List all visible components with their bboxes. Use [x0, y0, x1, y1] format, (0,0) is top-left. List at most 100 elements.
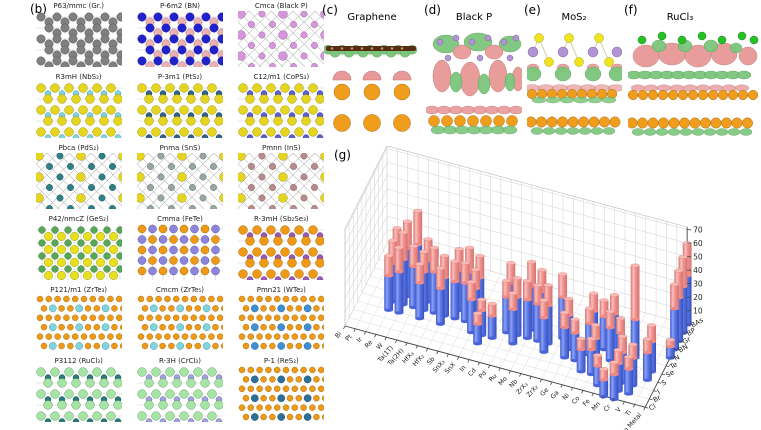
svg-text:50: 50	[693, 252, 703, 261]
structure-cell: R-3H (CrCl₃)	[129, 357, 230, 428]
panel-c-art	[324, 44, 418, 132]
svg-text:In: In	[458, 364, 467, 373]
structure-title: P3112 (RuCl₃)	[54, 357, 103, 365]
structure-thumb	[136, 224, 223, 280]
svg-text:Cl: Cl	[648, 402, 658, 412]
svg-text:BAs: BAs	[690, 316, 706, 330]
structure-title: Pmn21 (WTe₂)	[256, 286, 306, 294]
svg-text:Bi: Bi	[334, 330, 343, 339]
structure-title: Cmcm (ZrTe₅)	[156, 286, 204, 294]
svg-text:20: 20	[693, 293, 703, 302]
panel-c-title: Graphene	[347, 12, 397, 23]
panel-d-title: Black P	[455, 12, 493, 23]
structure-title: Pmnn (InS)	[262, 144, 301, 152]
structure-title: R3mH (NbS₂)	[55, 73, 102, 81]
svg-text:Nb: Nb	[508, 378, 519, 389]
structure-cell: P121/m1 (ZrTe₃)	[28, 286, 129, 357]
svg-text:Cr: Cr	[603, 403, 613, 413]
structure-title: Pbca (PdS₂)	[58, 144, 99, 152]
panel-f-label: (f)	[624, 3, 638, 17]
structure-thumb	[136, 83, 223, 138]
structure-cell: P3112 (RuCl₃)	[28, 357, 129, 428]
structure-cell: Cmma (FeTe)	[129, 215, 230, 286]
structure-cell: P-3m1 (PtS₂)	[129, 73, 230, 144]
structure-thumb	[35, 153, 122, 209]
structure-thumb	[136, 12, 223, 67]
structure-cell: Cmca (Black P)	[231, 2, 332, 73]
svg-text:Re: Re	[364, 339, 375, 350]
svg-text:Fe: Fe	[582, 398, 592, 408]
structure-grid: P63/mmc (Gr.) P-6m2 (BN) Cmca (Black P) R3m…	[28, 2, 332, 428]
structure-cell: R3mH (NbS₂)	[28, 73, 129, 144]
panel-c-label: (c)	[322, 3, 338, 17]
structure-thumb	[35, 224, 122, 280]
structure-title: C12/m1 (CoPS₃)	[253, 73, 310, 81]
svg-text:70: 70	[693, 225, 703, 234]
svg-text:Pt: Pt	[344, 333, 354, 343]
structure-thumb	[238, 11, 325, 67]
svg-text:Ir: Ir	[356, 336, 364, 344]
structure-title: P121/m1 (ZrTe₃)	[50, 286, 108, 294]
svg-text:Sb: Sb	[426, 356, 437, 367]
svg-text:BP: BP	[685, 327, 697, 338]
structure-thumb	[136, 367, 223, 422]
svg-text:Ga: Ga	[550, 389, 561, 400]
svg-text:Mo: Mo	[497, 375, 509, 387]
svg-text:Cd: Cd	[467, 367, 478, 378]
svg-text:60: 60	[693, 239, 703, 248]
svg-text:Br: Br	[652, 393, 663, 404]
svg-text:V: V	[615, 406, 624, 414]
svg-text:Ni: Ni	[561, 392, 571, 402]
svg-text:Ge: Ge	[539, 387, 550, 398]
bars-group	[384, 208, 692, 402]
structure-thumb	[35, 367, 122, 422]
structure-thumb	[239, 366, 325, 421]
svg-text:40: 40	[693, 266, 703, 275]
structure-title: Pnma (SnS)	[159, 144, 201, 152]
svg-text:Pd: Pd	[478, 370, 488, 380]
structure-title: P-3m1 (PtS₂)	[157, 73, 203, 81]
structure-title: Cmca (Black P)	[254, 2, 308, 10]
structure-cell: P42/nmcZ (GeS₂)	[28, 215, 129, 286]
structure-cell: Cmcm (ZrTe₅)	[129, 286, 230, 357]
panel-d-label: (d)	[424, 3, 441, 17]
structure-title: P-1 (ReS₂)	[263, 357, 299, 365]
structure-title: P-6m2 (BN)	[159, 2, 201, 10]
panel-d-art	[426, 32, 522, 135]
structure-cell: Pnma (SnS)	[129, 144, 230, 215]
structure-thumb	[137, 295, 223, 350]
svg-text:30: 30	[693, 279, 703, 288]
svg-text:S: S	[660, 379, 668, 388]
structure-title: P63/mmc (Gr.)	[53, 2, 104, 10]
structure-thumb	[239, 295, 325, 350]
panel-e-title: MoS₂	[561, 12, 587, 23]
panel-e-label: (e)	[524, 3, 541, 17]
svg-text:BN: BN	[677, 343, 689, 355]
structure-thumb	[136, 153, 223, 209]
svg-text:10: 10	[693, 306, 703, 315]
structure-title: Cmma (FeTe)	[157, 215, 203, 223]
structure-cell: Pmn21 (WTe₂)	[231, 286, 332, 357]
structure-cell: P-1 (ReS₂)	[231, 357, 332, 428]
structure-thumb	[35, 83, 122, 138]
structure-thumb	[238, 225, 325, 280]
svg-text:Te: Te	[668, 361, 679, 372]
svg-text:N: N	[673, 353, 681, 362]
structure-thumb	[36, 295, 122, 350]
structure-cell: Pmnn (InS)	[231, 144, 332, 215]
structure-title: R-3H (CrCl₃)	[159, 357, 201, 365]
panel-e-art	[527, 33, 622, 135]
svg-text:Gr: Gr	[681, 335, 692, 346]
structure-cell: P-6m2 (BN)	[129, 2, 230, 73]
structure-cell: Pbca (PdS₂)	[28, 144, 129, 215]
panel-f-art	[628, 31, 759, 136]
structure-cell: C12/m1 (CoPS₃)	[231, 73, 332, 144]
svg-text:Co: Co	[571, 395, 582, 406]
panel-f-title: RuCl₃	[666, 12, 694, 23]
structure-thumb	[238, 153, 325, 209]
structure-thumb	[35, 12, 122, 67]
structure-title: R-3mH (Sb₂Se₃)	[254, 215, 309, 223]
svg-text:Mn: Mn	[591, 401, 603, 413]
